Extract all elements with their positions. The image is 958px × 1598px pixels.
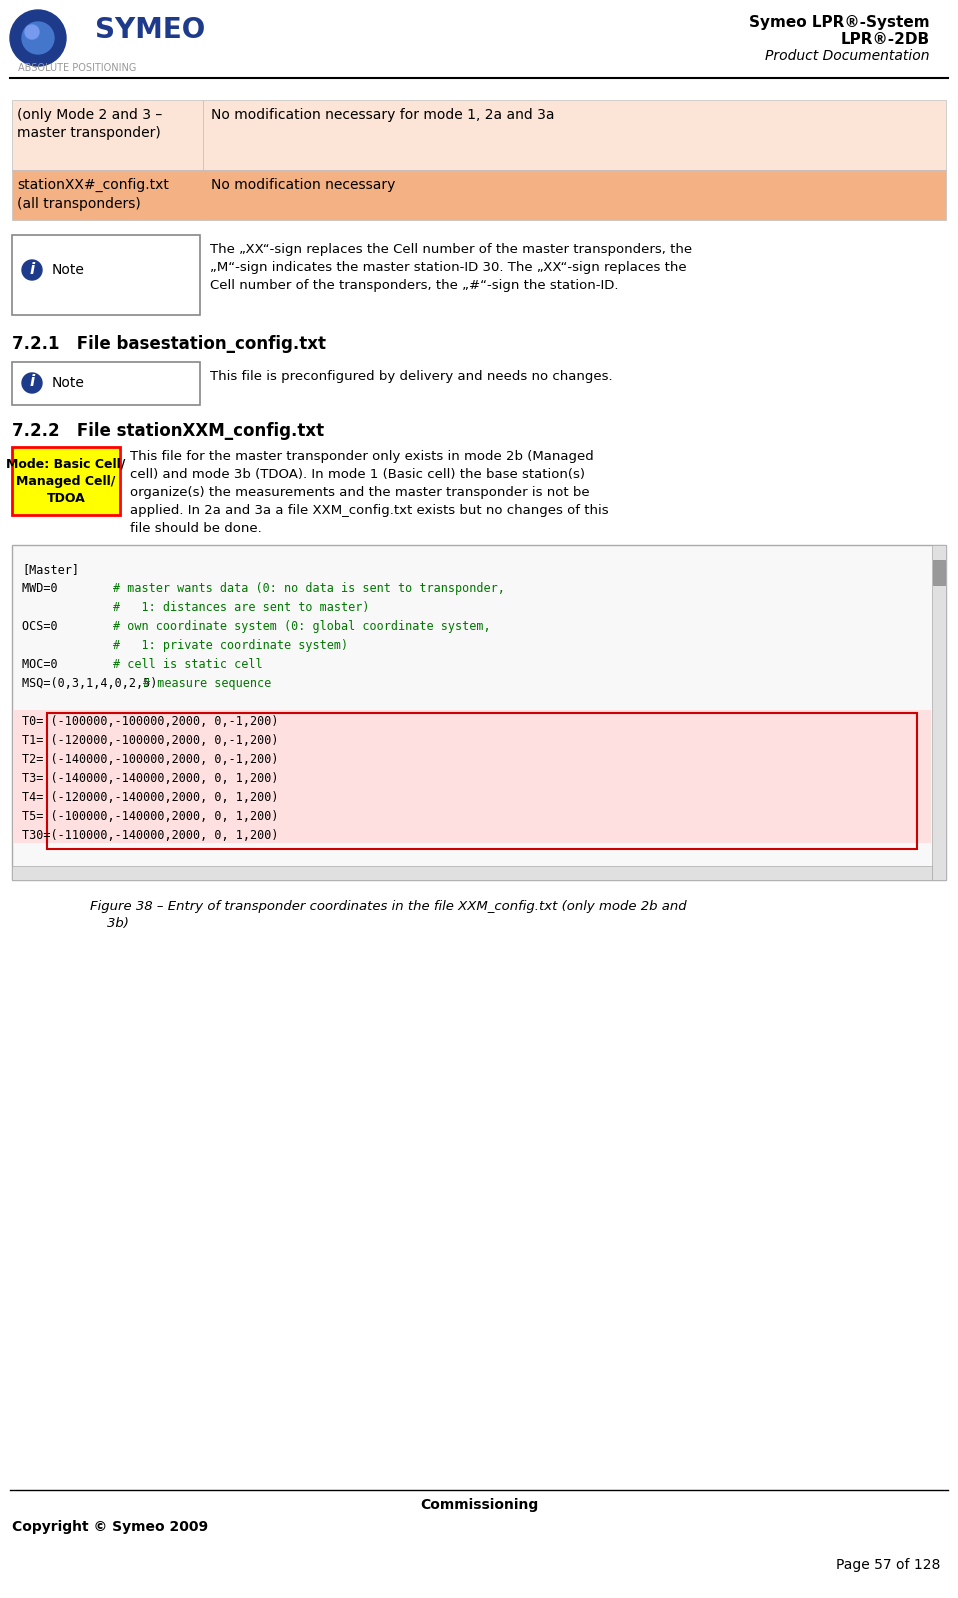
Text: ABSOLUTE POSITIONING: ABSOLUTE POSITIONING (18, 62, 136, 74)
Text: Figure 38 – Entry of transponder coordinates in the file XXM_config.txt (only mo: Figure 38 – Entry of transponder coordin… (90, 900, 687, 930)
Text: # own coordinate system (0: global coordinate system,: # own coordinate system (0: global coord… (113, 620, 490, 633)
Bar (12, 363, 200, 404)
Bar (47, 713, 917, 849)
Text: #   1: distances are sent to master): # 1: distances are sent to master) (113, 601, 369, 614)
Text: LPR®-2DB: LPR®-2DB (841, 32, 930, 46)
Text: Commissioning: Commissioning (420, 1497, 538, 1512)
Bar (12, 101, 203, 169)
Circle shape (25, 26, 39, 38)
Text: [Master]: [Master] (22, 562, 79, 575)
Text: This file is preconfigured by delivery and needs no changes.: This file is preconfigured by delivery a… (210, 371, 612, 384)
Text: OCS=0: OCS=0 (22, 620, 129, 633)
Bar (13, 748, 931, 767)
Text: T0= (-100000,-100000,2000, 0,-1,200): T0= (-100000,-100000,2000, 0,-1,200) (22, 714, 279, 729)
Bar (12, 169, 203, 221)
Bar (13, 767, 931, 786)
Text: No modification necessary: No modification necessary (211, 177, 396, 192)
Text: #   1: private coordinate system): # 1: private coordinate system) (113, 639, 348, 652)
Text: # cell is static cell: # cell is static cell (113, 658, 262, 671)
Text: The „XX“-sign replaces the Cell number of the master transponders, the
„M“-sign : The „XX“-sign replaces the Cell number o… (210, 243, 692, 292)
Bar (12, 866, 932, 880)
Text: (only Mode 2 and 3 –
master transponder): (only Mode 2 and 3 – master transponder) (17, 109, 162, 141)
Text: T4= (-120000,-140000,2000, 0, 1,200): T4= (-120000,-140000,2000, 0, 1,200) (22, 791, 279, 804)
Text: Note: Note (52, 264, 85, 276)
Text: Symeo LPR®-System: Symeo LPR®-System (749, 14, 930, 30)
Text: MWD=0: MWD=0 (22, 582, 129, 594)
Bar (932, 545, 946, 880)
Bar (933, 559, 945, 585)
Bar (12, 447, 120, 515)
Text: SYMEO: SYMEO (95, 16, 205, 45)
Text: This file for the master transponder only exists in mode 2b (Managed
cell) and m: This file for the master transponder onl… (130, 451, 608, 535)
Circle shape (10, 10, 66, 66)
Bar (12, 545, 946, 880)
Text: Copyright © Symeo 2009: Copyright © Symeo 2009 (12, 1520, 208, 1534)
Text: 7.2.1   File basestation_config.txt: 7.2.1 File basestation_config.txt (12, 336, 326, 353)
Bar (13, 805, 931, 825)
Text: Mode: Basic Cell/
Managed Cell/
TDOA: Mode: Basic Cell/ Managed Cell/ TDOA (7, 457, 125, 505)
Bar (203, 169, 946, 221)
Bar (203, 101, 946, 169)
Text: i: i (30, 262, 34, 276)
Circle shape (22, 22, 54, 54)
Text: Note: Note (52, 376, 85, 390)
Text: T3= (-140000,-140000,2000, 0, 1,200): T3= (-140000,-140000,2000, 0, 1,200) (22, 772, 279, 785)
Text: T1= (-120000,-100000,2000, 0,-1,200): T1= (-120000,-100000,2000, 0,-1,200) (22, 733, 279, 746)
Bar (13, 825, 931, 844)
Text: Page 57 of 128: Page 57 of 128 (835, 1558, 940, 1572)
Text: Product Documentation: Product Documentation (765, 50, 930, 62)
Text: No modification necessary for mode 1, 2a and 3a: No modification necessary for mode 1, 2a… (211, 109, 555, 121)
Bar (13, 710, 931, 729)
Text: stationXX#_config.txt
(all transponders): stationXX#_config.txt (all transponders) (17, 177, 169, 211)
Text: MOC=0: MOC=0 (22, 658, 129, 671)
Text: T30=(-110000,-140000,2000, 0, 1,200): T30=(-110000,-140000,2000, 0, 1,200) (22, 829, 279, 842)
Text: T5= (-100000,-140000,2000, 0, 1,200): T5= (-100000,-140000,2000, 0, 1,200) (22, 810, 279, 823)
Text: # measure sequence: # measure sequence (143, 678, 271, 690)
Text: # master wants data (0: no data is sent to transponder,: # master wants data (0: no data is sent … (113, 582, 505, 594)
Circle shape (22, 260, 42, 280)
Bar (13, 786, 931, 805)
Bar (12, 235, 200, 315)
Text: MSQ=(0,3,1,4,0,2,5): MSQ=(0,3,1,4,0,2,5) (22, 678, 165, 690)
Text: 7.2.2   File stationXXM_config.txt: 7.2.2 File stationXXM_config.txt (12, 422, 324, 439)
Text: T2= (-140000,-100000,2000, 0,-1,200): T2= (-140000,-100000,2000, 0,-1,200) (22, 753, 279, 765)
Circle shape (22, 372, 42, 393)
Text: i: i (30, 374, 34, 390)
Bar (13, 729, 931, 748)
